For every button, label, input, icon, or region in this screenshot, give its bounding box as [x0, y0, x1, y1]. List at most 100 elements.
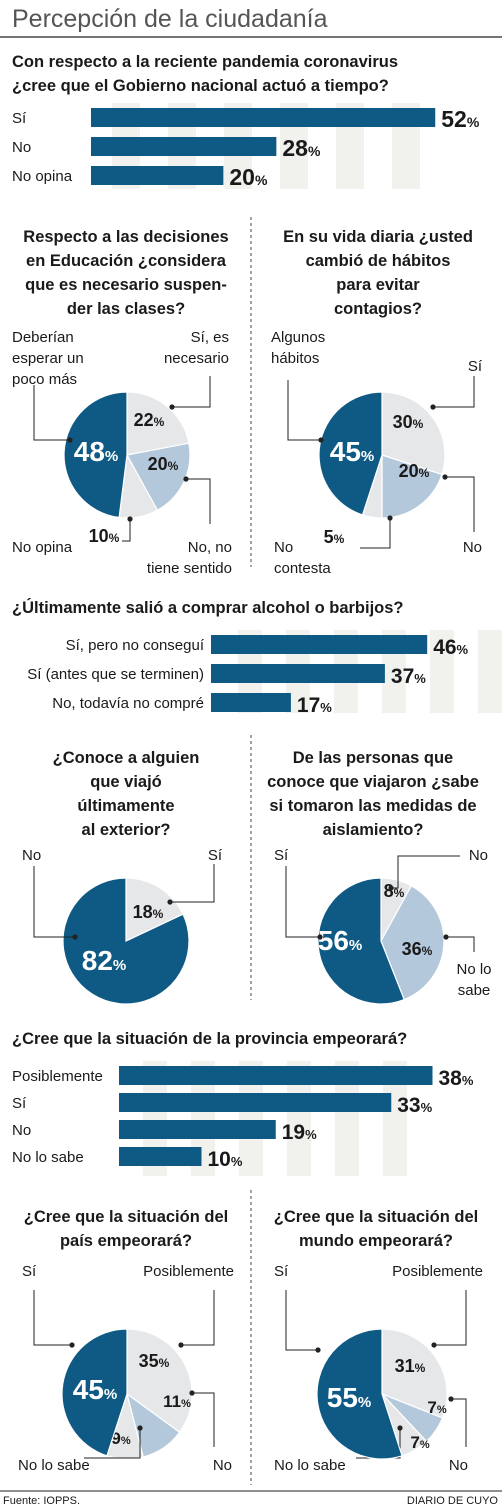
bar-value-number: 33	[397, 1094, 420, 1117]
pie-chart-4: ¿Conoce a alguien que viajó últimamente al …	[22, 749, 223, 1005]
bar-value-unit: %	[231, 1154, 243, 1169]
slice-value-unit: %	[413, 417, 424, 431]
pie-chart-2: En su vida diaria ¿usted cambió de hábito…	[271, 228, 483, 577]
slice-label-line-0: No lo	[456, 961, 491, 978]
slice-value: 7%	[427, 1398, 446, 1417]
slice-value: 45%	[73, 1374, 118, 1405]
chart-title-5-line-3: aislamiento?	[323, 821, 424, 839]
leader-line-dot	[431, 1342, 437, 1348]
leader-line	[33, 1290, 72, 1346]
pie-slice	[126, 1328, 193, 1434]
leader-line	[433, 376, 475, 408]
slice-value-number: 82	[82, 945, 113, 976]
chart-title-8-line-1: mundo empeorará?	[299, 1232, 453, 1250]
leader-line	[172, 376, 211, 408]
slice-label-line-0: Sí	[274, 847, 289, 864]
charts: Con respecto a la reciente pandemia coro…	[12, 53, 502, 1485]
bar-value: 28%	[282, 135, 321, 161]
slice-label-line-1: sabe	[458, 982, 491, 999]
footer-source: Fuente: IOPPS.	[3, 1495, 80, 1507]
leader-line	[122, 519, 131, 542]
chart-title-1-line-0: Respecto a las decisiones	[23, 228, 228, 246]
slice-label-line-0: No, no	[188, 539, 232, 556]
slice-value-number: 48	[74, 436, 105, 467]
slice-value-unit: %	[154, 415, 165, 429]
slice-value-number: 31	[395, 1356, 415, 1376]
slice-value-number: 55	[327, 1382, 358, 1413]
page-title: Percepción de la ciudadanía	[12, 5, 328, 33]
slice-label-line-1: esperar un	[12, 350, 84, 367]
leader-line-dot	[189, 1390, 195, 1396]
chart-title-2-line-1: cambió de hábitos	[306, 252, 451, 270]
chart-title-1-line-2: que es necesario suspen-	[25, 276, 227, 294]
slice-value: 8%	[384, 881, 405, 901]
chart-title-2-line-2: para evitar	[336, 276, 420, 294]
bar-value-number: 28	[282, 135, 308, 161]
pie-slice	[62, 877, 190, 1005]
slice-value-number: 7	[427, 1398, 436, 1417]
pie-slice	[381, 391, 446, 476]
chart-title-1-line-3: der las clases?	[67, 300, 185, 318]
slice-value-number: 56	[318, 925, 349, 956]
bar-value-unit: %	[457, 642, 469, 657]
bar	[211, 664, 385, 683]
slice-value: 20%	[148, 454, 179, 474]
leader-line-dot	[127, 516, 133, 522]
bar-value: 37%	[391, 665, 426, 688]
bar-label: Sí (antes que se terminen)	[27, 666, 204, 683]
slice-value-unit: %	[419, 466, 430, 480]
chart-title-2-line-0: En su vida diaria ¿usted	[283, 228, 473, 246]
leader-line	[33, 866, 75, 938]
bar	[211, 635, 428, 654]
bar-value: 38%	[439, 1067, 474, 1090]
slice-value-number: 18	[133, 902, 153, 922]
chart-title-5-line-2: si tomaron las medidas de	[269, 797, 476, 815]
leader-line-dot	[317, 934, 323, 940]
slice-value-number: 45	[73, 1374, 104, 1405]
pie-slice	[317, 877, 405, 1005]
slice-label-line-0: Posiblemente	[143, 1263, 234, 1280]
leader-line	[445, 476, 475, 532]
bar	[119, 1066, 433, 1085]
leader-line-dot	[387, 515, 393, 521]
pie-slice	[61, 1328, 128, 1457]
bar-chart-6: ¿Cree que la situación de la provincia e…	[12, 1030, 474, 1176]
slice-value-unit: %	[109, 531, 120, 545]
bar-label: No lo sabe	[12, 1149, 84, 1166]
bar	[91, 108, 436, 127]
slice-value: 11%	[163, 1392, 191, 1411]
slice-value-unit: %	[104, 1386, 117, 1403]
pie-slice	[316, 1328, 403, 1460]
slice-value: 10%	[89, 526, 120, 546]
bar	[91, 137, 277, 156]
slice-label-line-0: Sí	[22, 1263, 37, 1280]
bar-label: No opina	[12, 168, 73, 185]
leader-line-dot	[183, 476, 189, 482]
leader-line-dot	[442, 474, 448, 480]
slice-label-line-0: Posiblemente	[392, 1263, 483, 1280]
bar-chart-0: Con respecto a la reciente pandemia coro…	[12, 53, 480, 190]
slice-label-line-0: No lo sabe	[274, 1457, 346, 1474]
bar-value-number: 17	[297, 694, 320, 717]
chart-title-2-line-3: contagios?	[334, 300, 422, 318]
leader-line	[285, 1290, 318, 1351]
chart-title-3-line-0: ¿Últimamente salió a comprar alcohol o b…	[12, 598, 404, 617]
slice-label-line-0: Sí	[274, 1263, 289, 1280]
pie-slice	[125, 877, 184, 942]
slice-value: 30%	[393, 412, 424, 432]
chart-title-7-line-0: ¿Cree que la situación del	[24, 1208, 228, 1226]
chart-title-6-line-0: ¿Cree que la situación de la provincia e…	[12, 1030, 407, 1048]
pie-chart-7: ¿Cree que la situación del país empeorará…	[18, 1208, 234, 1474]
slice-label-line-1: hábitos	[271, 350, 319, 367]
slice-value-unit: %	[415, 1361, 426, 1375]
slice-value: 56%	[318, 925, 363, 956]
bar-label: No, todavía no compré	[52, 695, 204, 712]
slice-value: 31%	[395, 1356, 426, 1376]
chart-title-7-line-1: país empeorará?	[60, 1232, 192, 1250]
bar-chart-3: ¿Últimamente salió a comprar alcohol o b…	[12, 598, 502, 717]
slice-value: 48%	[74, 436, 119, 467]
slice-value-number: 8	[384, 881, 394, 901]
pie-slice	[381, 454, 443, 519]
bar-value-unit: %	[320, 700, 332, 715]
bar-label: Posiblemente	[12, 1068, 103, 1085]
